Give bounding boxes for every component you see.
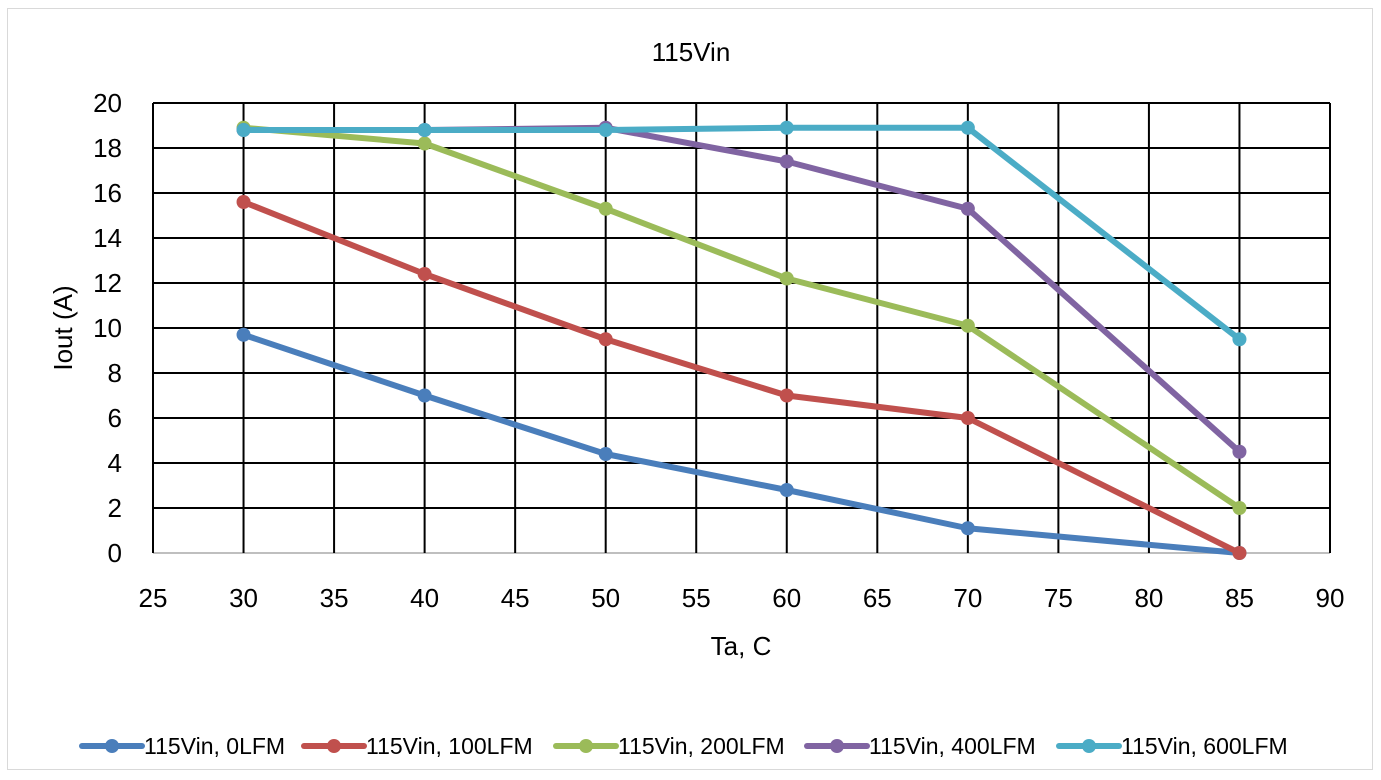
x-tick-label: 80: [1134, 583, 1163, 613]
data-point: [417, 123, 432, 137]
x-tick-label: 45: [501, 583, 530, 613]
y-tick-label: 14: [93, 223, 122, 253]
data-point: [236, 123, 251, 137]
legend-swatch-marker: [579, 739, 593, 753]
x-tick-label: 35: [320, 583, 349, 613]
data-point: [1232, 332, 1247, 347]
legend-swatch-marker: [327, 739, 341, 753]
y-tick-label: 0: [108, 538, 122, 568]
data-point: [598, 123, 613, 137]
y-tick-label: 6: [108, 403, 122, 433]
data-point: [960, 411, 975, 425]
data-point: [417, 388, 432, 403]
x-tick-label: 90: [1316, 583, 1345, 613]
series-1: [236, 195, 1247, 560]
x-tick-label: 50: [591, 583, 620, 613]
series-2: [236, 120, 1247, 515]
legend-label: 115Vin, 0LFM: [144, 733, 285, 759]
x-tick-label: 40: [410, 583, 439, 613]
series-0: [236, 327, 1247, 560]
data-point: [960, 318, 975, 333]
legend-item: 115Vin, 400LFM: [804, 733, 1036, 759]
legend-label: 115Vin, 400LFM: [869, 733, 1036, 759]
data-point: [598, 201, 613, 216]
data-point: [960, 120, 975, 135]
series-line: [240, 331, 1243, 556]
x-tick-label: 55: [682, 583, 711, 613]
y-tick-label: 2: [108, 493, 122, 523]
legend-swatch-marker: [830, 739, 844, 753]
data-point: [1232, 444, 1247, 459]
legend-item: 115Vin, 200LFM: [553, 733, 785, 759]
data-point: [779, 388, 794, 403]
series-line: [240, 124, 1243, 343]
legend-item: 115Vin, 100LFM: [301, 733, 533, 759]
y-tick-label: 4: [108, 448, 122, 478]
legend-swatch-marker: [105, 739, 119, 753]
y-tick-label: 18: [93, 133, 122, 163]
data-point: [779, 483, 794, 497]
legend: 115Vin, 0LFM 115Vin, 100LFM 115Vin, 200LFM…: [79, 733, 1288, 759]
legend-item: 115Vin, 600LFM: [1056, 733, 1288, 759]
series-layer: [236, 120, 1247, 560]
x-tick-label: 65: [863, 583, 892, 613]
data-point: [960, 521, 975, 536]
x-tick-label: 60: [772, 583, 801, 613]
y-tick-label: 12: [93, 268, 122, 298]
data-point: [1232, 546, 1247, 560]
data-point: [1232, 501, 1247, 515]
series-line: [240, 199, 1243, 556]
y-tick-label: 16: [93, 178, 122, 208]
x-tick-label: 70: [953, 583, 982, 613]
x-tick-labels: 25 30 35 40 45 50 55 60 65 70 75 80 85 90: [139, 583, 1345, 613]
data-point: [960, 201, 975, 216]
legend-label: 115Vin, 200LFM: [618, 733, 785, 759]
legend-label: 115Vin, 600LFM: [1121, 733, 1288, 759]
data-point: [417, 267, 432, 281]
legend-label: 115Vin, 100LFM: [366, 733, 533, 759]
data-point: [236, 195, 251, 209]
series-4: [236, 120, 1247, 347]
data-point: [598, 447, 613, 461]
legend-item: 115Vin, 0LFM: [79, 733, 285, 759]
chart-title: 115Vin: [652, 37, 731, 67]
x-tick-label: 85: [1225, 583, 1254, 613]
y-tick-labels: 0 2 4 6 8 10 12 14 16 18 20: [93, 88, 122, 568]
grid: [152, 102, 1331, 554]
data-point: [779, 271, 794, 286]
x-tick-label: 75: [1044, 583, 1073, 613]
series-line: [240, 124, 1243, 511]
data-point: [598, 332, 613, 347]
y-tick-label: 8: [108, 358, 122, 388]
x-tick-label: 25: [139, 583, 168, 613]
y-tick-label: 10: [93, 313, 122, 343]
data-point: [236, 327, 251, 342]
series-line: [240, 124, 1243, 455]
data-point: [417, 136, 432, 151]
data-point: [779, 154, 794, 169]
x-axis-label: Ta, C: [711, 631, 772, 661]
y-tick-label: 20: [93, 88, 122, 118]
legend-swatch-marker: [1082, 739, 1096, 753]
y-axis-label: Iout (A): [48, 285, 78, 370]
x-tick-label: 30: [229, 583, 258, 613]
chart-frame: [7, 8, 1373, 770]
data-point: [779, 120, 794, 135]
